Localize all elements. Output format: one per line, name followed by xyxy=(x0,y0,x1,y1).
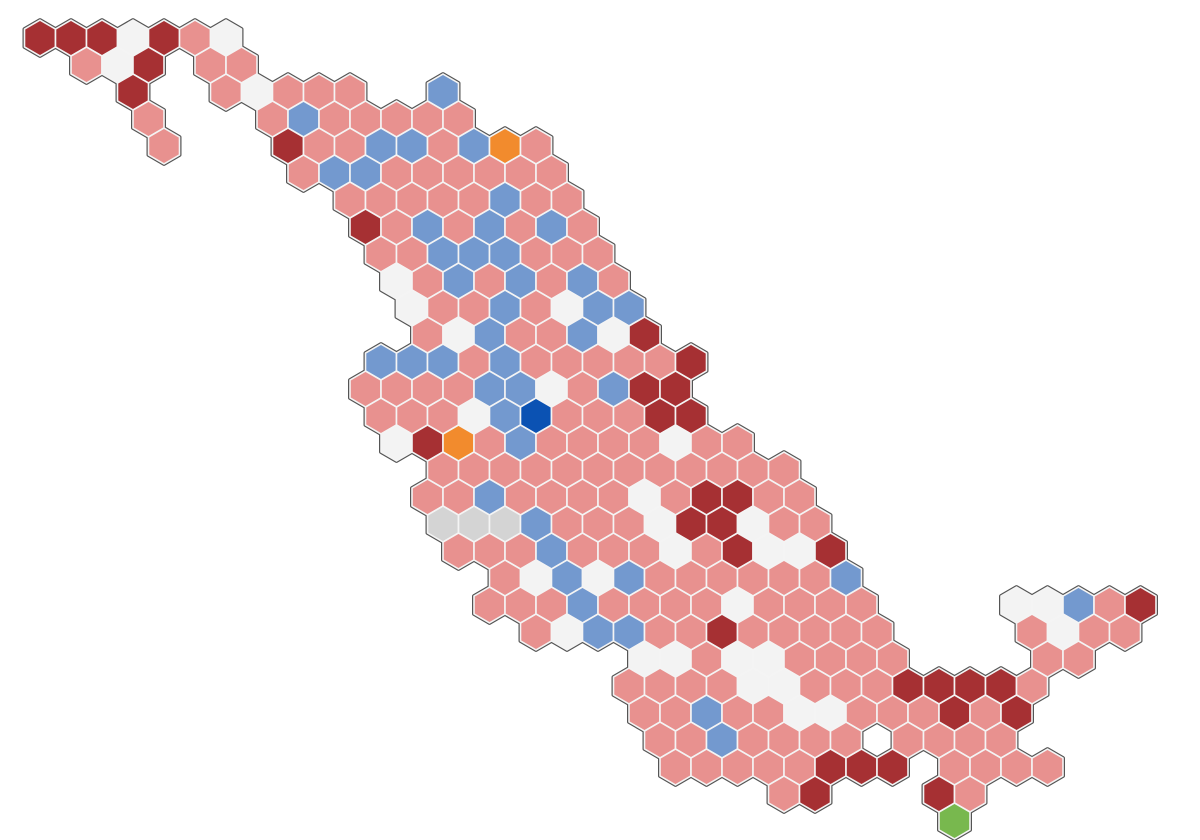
district-hex xyxy=(1000,748,1033,786)
district-hex xyxy=(442,532,475,570)
district-hex xyxy=(1062,640,1095,678)
district-hex xyxy=(473,586,506,624)
district-hex xyxy=(70,46,103,84)
district-hex xyxy=(798,775,832,813)
district-hex xyxy=(147,127,181,165)
district-hex xyxy=(550,613,584,651)
district-hex xyxy=(767,775,801,813)
district-hex xyxy=(876,748,909,786)
district-hex xyxy=(209,73,243,111)
district-hex xyxy=(581,613,615,651)
district-hex xyxy=(721,748,754,786)
district-hex xyxy=(380,424,413,462)
district-hex xyxy=(845,748,878,786)
district-hex xyxy=(1031,748,1064,786)
district-hex xyxy=(519,613,553,651)
district-hex xyxy=(659,748,692,786)
district-hex xyxy=(287,154,320,192)
district-hex xyxy=(1108,613,1142,651)
map-cells xyxy=(23,19,1157,840)
district-hex xyxy=(938,802,971,840)
district-hex xyxy=(23,19,57,57)
district-hex xyxy=(690,748,723,786)
